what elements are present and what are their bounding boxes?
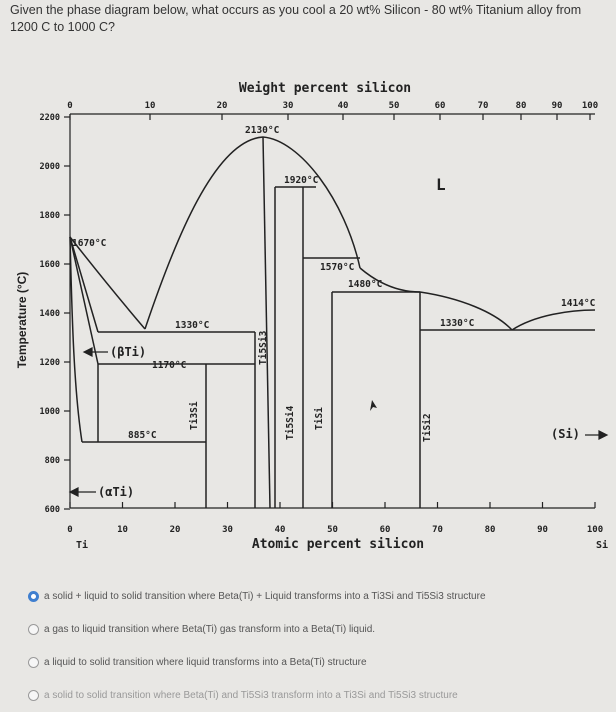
radio-icon[interactable] — [28, 690, 39, 701]
arrow-head-beta-ti — [82, 347, 93, 357]
option-1-label: a solid + liquid to solid transition whe… — [44, 591, 486, 602]
radio-selected-icon[interactable] — [28, 591, 39, 602]
label-2130: 2130°C — [245, 125, 280, 136]
arrow-head-alpha-ti — [68, 487, 79, 497]
option-3[interactable]: a liquid to solid transition where liqui… — [28, 646, 608, 679]
y-tick-label: 800 — [45, 456, 60, 466]
label-1330-right: 1330°C — [440, 318, 475, 329]
option-4-label: a solid to solid transition where Beta(T… — [44, 690, 458, 701]
top-tick-label: 20 — [217, 101, 228, 111]
label-ti5si4: Ti5Si4 — [285, 405, 296, 440]
beta-alpha-boundary — [69, 236, 83, 443]
top-tick-label: 50 — [389, 101, 400, 111]
label-tisi2: TiSi2 — [422, 413, 433, 442]
bottom-tick-label: 20 — [170, 525, 181, 535]
ti5si3-right — [262, 136, 271, 509]
label-1670: 1670°C — [72, 238, 107, 249]
bottom-tick-label: 60 — [380, 525, 391, 535]
y-tick-label: 2000 — [40, 162, 60, 172]
beta-solvus-upper — [69, 236, 99, 333]
bottom-tick-label: 50 — [327, 525, 338, 535]
top-axis-title: Weight percent silicon — [239, 81, 411, 96]
arrow-head-si — [598, 430, 609, 440]
top-tick-label: 60 — [435, 101, 446, 111]
phase-diagram: Weight percent silicon 0 10 20 30 40 50 60 70 80… — [15, 81, 609, 552]
top-tick-label: 10 — [145, 101, 156, 111]
label-alpha-ti: (αTi) — [98, 485, 134, 499]
label-tisi: TiSi — [314, 407, 325, 430]
label-1480: 1480°C — [348, 279, 383, 290]
label-885: 885°C — [128, 430, 157, 441]
top-tick-label: 100 — [582, 101, 598, 111]
option-1[interactable]: a solid + liquid to solid transition whe… — [28, 580, 608, 613]
option-4[interactable]: a solid to solid transition where Beta(T… — [28, 679, 608, 712]
y-tick-label: 1200 — [40, 358, 60, 368]
cursor-icon — [370, 400, 377, 411]
phase-boundaries — [69, 136, 596, 509]
radio-icon[interactable] — [28, 624, 39, 635]
bottom-axis-title: Atomic percent silicon — [252, 537, 424, 552]
bottom-axis-ticks: 0 10 20 30 40 50 60 70 80 90 100 — [67, 502, 603, 535]
liquidus-left — [69, 236, 146, 330]
option-2[interactable]: a gas to liquid transition where Beta(Ti… — [28, 613, 608, 646]
label-si-phase: (Si) — [551, 427, 580, 441]
bottom-tick-label: 70 — [432, 525, 443, 535]
option-3-label: a liquid to solid transition where liqui… — [44, 657, 367, 668]
label-1570: 1570°C — [320, 262, 355, 273]
top-tick-label: 70 — [478, 101, 489, 111]
top-tick-label: 0 — [67, 101, 72, 111]
y-tick-label: 1400 — [40, 309, 60, 319]
bottom-tick-label: 80 — [485, 525, 496, 535]
bottom-tick-label: 30 — [222, 525, 233, 535]
liquidus-right — [359, 267, 513, 331]
bottom-tick-label: 100 — [587, 525, 603, 535]
beta-solvus-lower — [69, 236, 99, 365]
label-1414: 1414°C — [561, 298, 596, 309]
y-tick-label: 1600 — [40, 260, 60, 270]
top-tick-label: 30 — [283, 101, 294, 111]
y-tick-label: 2200 — [40, 113, 60, 123]
ti-element-label: Ti — [76, 539, 88, 551]
bottom-tick-label: 90 — [537, 525, 548, 535]
label-ti5si3: Ti5Si3 — [258, 330, 269, 365]
label-ti3si: Ti3Si — [189, 401, 200, 430]
label-1330-left: 1330°C — [175, 320, 210, 331]
si-element-label: Si — [596, 539, 608, 551]
top-axis-ticks: 0 10 20 30 40 50 60 70 80 90 100 — [67, 101, 598, 120]
label-1920: 1920°C — [284, 175, 319, 186]
top-tick-label: 40 — [338, 101, 349, 111]
y-tick-label: 600 — [45, 505, 60, 515]
radio-icon[interactable] — [28, 657, 39, 668]
bottom-tick-label: 0 — [67, 525, 72, 535]
liquidus-ti5si3-right — [262, 136, 361, 269]
option-2-label: a gas to liquid transition where Beta(Ti… — [44, 624, 376, 635]
top-tick-label: 90 — [552, 101, 563, 111]
y-axis-ticks: 2200 2000 1800 1600 1400 1200 1000 800 600 — [40, 113, 70, 515]
label-beta-ti: (βTi) — [110, 345, 146, 359]
bottom-tick-label: 40 — [275, 525, 286, 535]
y-tick-label: 1000 — [40, 407, 60, 417]
answer-options: a solid + liquid to solid transition whe… — [28, 580, 608, 712]
question-text: Given the phase diagram below, what occu… — [10, 3, 582, 34]
label-liquid: L — [436, 175, 446, 194]
top-tick-label: 80 — [516, 101, 527, 111]
y-tick-label: 1800 — [40, 211, 60, 221]
liquidus-ti5si3-left — [144, 136, 264, 330]
y-axis-title: Temperature (°C) — [15, 272, 29, 369]
bottom-tick-label: 10 — [117, 525, 128, 535]
liquidus-si — [511, 309, 596, 331]
label-1170: 1170°C — [152, 360, 187, 371]
